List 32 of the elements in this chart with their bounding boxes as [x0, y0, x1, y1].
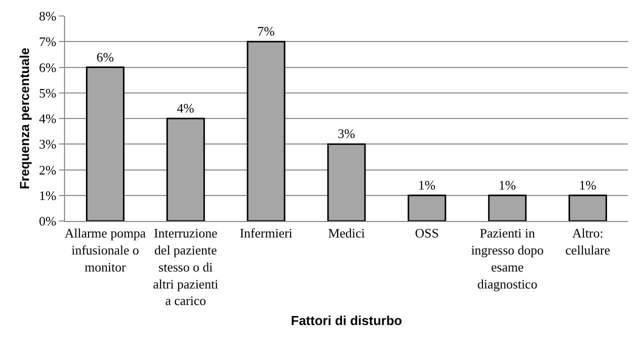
y-tick-label: 2% — [39, 162, 57, 178]
bar — [166, 118, 205, 221]
x-tick-label: Interruzione del paziente stesso o di altri pazienti a carico — [152, 226, 219, 308]
y-tick-label: 3% — [39, 136, 57, 152]
bar — [408, 194, 446, 221]
data-label: 1% — [418, 177, 436, 192]
data-label: 1% — [498, 177, 516, 192]
data-label: 7% — [257, 24, 275, 39]
y-tick-label: 4% — [39, 111, 57, 126]
bar — [86, 66, 124, 221]
x-tick-label: OSS — [415, 226, 439, 241]
bar — [327, 143, 366, 221]
y-tick-label: 5% — [39, 85, 57, 100]
y-tick-label: 0% — [39, 214, 57, 229]
x-tick-label: Pazienti in ingresso dopo esame diagnostico — [471, 226, 544, 292]
bar — [568, 194, 608, 221]
x-tick-label: Altro: cellulare — [565, 226, 610, 258]
y-axis-title: Frequenza percentuale — [17, 48, 32, 190]
data-label: 4% — [176, 100, 194, 116]
data-label: 3% — [338, 126, 356, 142]
bar — [246, 40, 286, 221]
y-tick-label: 6% — [39, 60, 57, 75]
data-label: 1% — [579, 177, 597, 192]
bar — [488, 194, 527, 221]
y-tick-label: 1% — [39, 188, 57, 203]
x-tick-label: Infermieri — [240, 226, 293, 241]
y-tick-label: 8% — [39, 8, 57, 24]
x-tick-label: Medici — [328, 226, 366, 241]
data-label: 6% — [96, 49, 114, 64]
y-tick-label: 7% — [39, 34, 57, 50]
x-tick-label: Allarme pompa infusionale o monitor — [64, 226, 146, 274]
x-axis-title: Fattori di disturbo — [290, 312, 402, 328]
